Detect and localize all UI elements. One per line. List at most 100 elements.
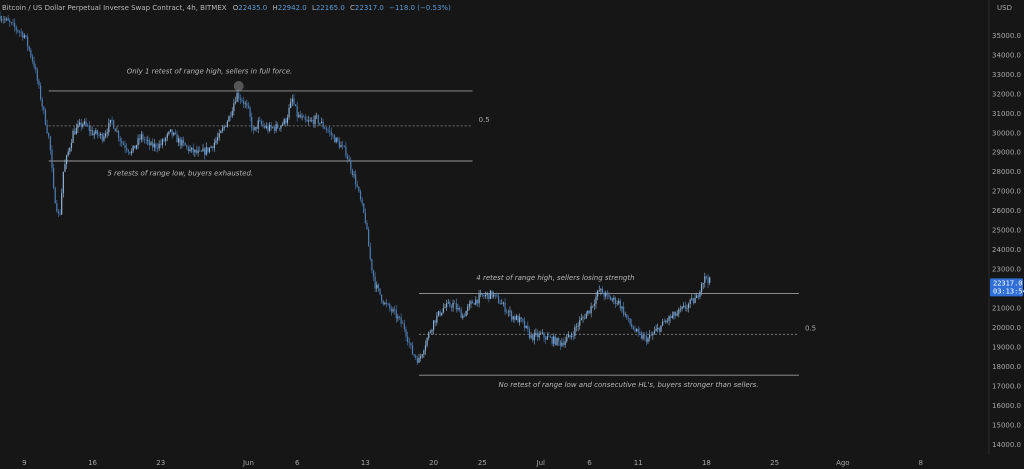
candle (691, 294, 693, 301)
candle (77, 120, 79, 134)
candle (559, 340, 561, 351)
candle (450, 304, 453, 312)
candle (52, 163, 55, 190)
candle (437, 310, 440, 317)
y-tick-label: 19000.0 (992, 343, 1021, 351)
candle (197, 146, 199, 157)
candle (629, 318, 631, 327)
candle (372, 269, 375, 281)
candle (624, 311, 626, 318)
candle (611, 297, 613, 303)
y-tick-label: 29000.0 (992, 149, 1021, 157)
y-tick-label: 23000.0 (992, 266, 1021, 274)
candle (189, 145, 191, 153)
candle (122, 141, 125, 146)
candle (445, 299, 448, 311)
candle (483, 292, 485, 299)
current-price: 22317.0 (993, 279, 1023, 287)
chart-header: Bitcoin / US Dollar Perpetual Inverse Sw… (2, 4, 451, 12)
candle (700, 282, 703, 296)
candle (335, 137, 337, 144)
candle (454, 300, 456, 304)
candle (426, 337, 428, 348)
candle (580, 313, 582, 321)
candle (463, 313, 466, 318)
candle (109, 119, 112, 127)
candle (535, 328, 537, 337)
candle (687, 302, 690, 313)
candle (225, 126, 227, 128)
candle (12, 19, 14, 27)
candle (28, 45, 30, 52)
candle (616, 300, 618, 307)
annotation-text: No retest of range low and consecutive H… (498, 381, 758, 389)
candle (234, 96, 237, 105)
candle (493, 291, 495, 299)
candle (340, 141, 342, 148)
candle (39, 82, 42, 101)
candle (658, 327, 660, 335)
candle (660, 325, 662, 333)
candle (17, 29, 19, 34)
candle (387, 303, 389, 306)
candle (182, 136, 185, 147)
candle (205, 142, 207, 157)
candle (610, 295, 612, 301)
candle (121, 137, 123, 148)
candle (111, 116, 113, 125)
high-value: 22942.0 (278, 4, 307, 12)
candle (587, 310, 589, 316)
candle (221, 125, 224, 134)
candle (623, 301, 625, 317)
candle (61, 188, 63, 216)
candle (676, 309, 678, 317)
candle (299, 110, 302, 119)
candle (306, 116, 308, 122)
candle (398, 315, 401, 320)
candle (488, 293, 490, 303)
candle (413, 353, 415, 358)
candle (290, 98, 292, 109)
candle (579, 316, 581, 330)
candle (246, 99, 248, 110)
candle (249, 105, 251, 122)
candle (217, 132, 219, 145)
candle (38, 78, 40, 89)
candle (194, 149, 196, 158)
x-tick-label: 11 (634, 459, 643, 467)
candle (418, 353, 420, 363)
candle (431, 328, 433, 335)
candle (43, 106, 45, 115)
symbol-title: Bitcoin / US Dollar Perpetual Inverse Sw… (2, 4, 227, 12)
candle (27, 33, 29, 52)
candle (278, 127, 280, 131)
candle (647, 336, 649, 345)
time-axis[interactable]: 9 16 23 Jun 6 13 20 25 Jul 6 11 18 25 Ago 8 (22, 459, 923, 467)
candle (259, 116, 261, 123)
candle (350, 157, 352, 174)
candle (236, 90, 238, 102)
candle (104, 130, 107, 139)
candle (168, 131, 170, 136)
candle (87, 123, 89, 128)
candle (337, 136, 339, 143)
low-value: 22165.0 (316, 4, 345, 12)
candle (678, 307, 680, 318)
y-tick-label: 18000.0 (992, 363, 1021, 371)
candle (496, 292, 498, 298)
candle (307, 115, 310, 126)
candle (93, 130, 95, 140)
candle (332, 132, 334, 139)
candle (420, 353, 422, 362)
y-tick-label: 16000.0 (992, 402, 1021, 410)
candle (366, 220, 368, 230)
candle (566, 334, 568, 343)
candle (165, 136, 167, 146)
x-tick-label: 9 (22, 459, 26, 467)
candle (394, 305, 396, 315)
y-tick-label: 14000.0 (992, 441, 1021, 449)
candle (283, 117, 285, 126)
candle (376, 281, 378, 293)
candle (181, 137, 183, 149)
